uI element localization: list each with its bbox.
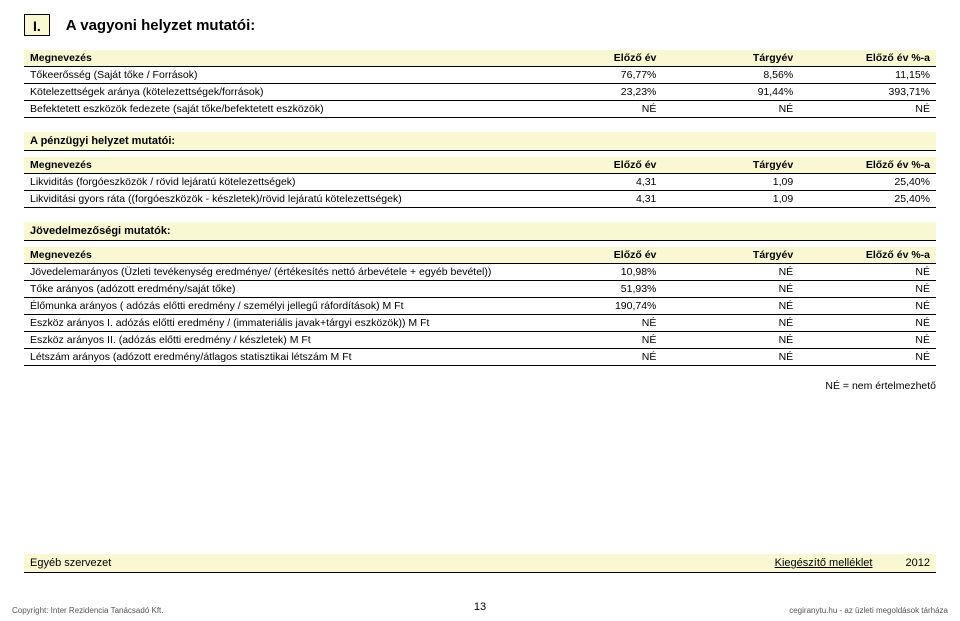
row-v2: NÉ: [662, 349, 799, 366]
row-v3: NÉ: [799, 264, 936, 281]
row-v3: 393,71%: [799, 84, 936, 101]
table-profitability-indicators: Megnevezés Előző év Tárgyév Előző év %-a…: [24, 247, 936, 366]
col-target-year: Tárgyév: [662, 247, 799, 264]
table-header-row: Megnevezés Előző év Tárgyév Előző év %-a: [24, 247, 936, 264]
section-title-text: A vagyoni helyzet mutatói:: [66, 17, 255, 34]
table-row: Jövedelemarányos (Üzleti tevékenység ere…: [24, 264, 936, 281]
table-row: Likviditási gyors ráta ((forgóeszközök -…: [24, 191, 936, 208]
col-prev-year-pct: Előző év %-a: [799, 157, 936, 174]
row-name: Tőke arányos (adózott eredmény/saját tők…: [24, 281, 526, 298]
row-v2: NÉ: [662, 315, 799, 332]
row-v1: NÉ: [526, 315, 663, 332]
row-name: Likviditás (forgóeszközök / rövid lejára…: [24, 174, 526, 191]
table-header-row: Megnevezés Előző év Tárgyév Előző év %-a: [24, 50, 936, 67]
row-v1: 51,93%: [526, 281, 663, 298]
footer-doc-title-text: Kiegészítő melléklet: [775, 557, 873, 569]
row-v2: NÉ: [662, 101, 799, 118]
row-v1: 10,98%: [526, 264, 663, 281]
table-row: Létszám arányos (adózott eredmény/átlago…: [24, 349, 936, 366]
col-target-year: Tárgyév: [662, 157, 799, 174]
document-page: I. A vagyoni helyzet mutatói: Megnevezés…: [0, 0, 960, 621]
row-v3: NÉ: [799, 315, 936, 332]
row-v2: NÉ: [662, 298, 799, 315]
row-v3: NÉ: [799, 349, 936, 366]
col-prev-year: Előző év: [526, 247, 663, 264]
row-v2: 91,44%: [662, 84, 799, 101]
section-roman-numeral: I.: [24, 14, 50, 36]
col-name: Megnevezés: [24, 157, 526, 174]
col-prev-year-pct: Előző év %-a: [799, 247, 936, 264]
row-v2: NÉ: [662, 281, 799, 298]
table-financial-indicators: Megnevezés Előző év Tárgyév Előző év %-a…: [24, 157, 936, 208]
row-v3: NÉ: [799, 101, 936, 118]
row-name: Kötelezettségek aránya (kötelezettségek/…: [24, 84, 526, 101]
row-name: Tőkeerősség (Saját tőke / Források): [24, 67, 526, 84]
row-v1: NÉ: [526, 332, 663, 349]
row-v3: NÉ: [799, 298, 936, 315]
footer-brand: cegiranytu.hu - az üzleti megoldások tár…: [789, 606, 948, 615]
row-name: Eszköz arányos I. adózás előtti eredmény…: [24, 315, 526, 332]
col-prev-year: Előző év: [526, 50, 663, 67]
row-name: Élőmunka arányos ( adózás előtti eredmén…: [24, 298, 526, 315]
section-heading-financial: A pénzügyi helyzet mutatói:: [24, 132, 936, 151]
col-prev-year-pct: Előző év %-a: [799, 50, 936, 67]
row-name: Létszám arányos (adózott eredmény/átlago…: [24, 349, 526, 366]
col-name: Megnevezés: [24, 247, 526, 264]
footer-page-number: 13: [474, 601, 486, 613]
footer-year: 2012: [876, 557, 930, 569]
row-v1: 76,77%: [526, 67, 663, 84]
row-name: Likviditási gyors ráta ((forgóeszközök -…: [24, 191, 526, 208]
footer-bar: Egyéb szervezet Kiegészítő melléklet 201…: [24, 554, 936, 573]
row-v1: 190,74%: [526, 298, 663, 315]
row-v1: 4,31: [526, 191, 663, 208]
col-prev-year: Előző év: [526, 157, 663, 174]
footer-org: Egyéb szervezet: [30, 557, 111, 569]
row-v3: 11,15%: [799, 67, 936, 84]
table-row: Likviditás (forgóeszközök / rövid lejára…: [24, 174, 936, 191]
row-v1: NÉ: [526, 101, 663, 118]
section-heading-profitability: Jövedelmezőségi mutatók:: [24, 222, 936, 241]
row-v1: 4,31: [526, 174, 663, 191]
row-v2: NÉ: [662, 332, 799, 349]
table-row: Élőmunka arányos ( adózás előtti eredmén…: [24, 298, 936, 315]
table-row: Tőke arányos (adózott eredmény/saját tők…: [24, 281, 936, 298]
legend-ne: NÉ = nem értelmezhető: [24, 380, 936, 392]
row-v2: 8,56%: [662, 67, 799, 84]
row-v2: 1,09: [662, 174, 799, 191]
row-v1: NÉ: [526, 349, 663, 366]
row-name: Befektetett eszközök fedezete (saját tők…: [24, 101, 526, 118]
row-v3: 25,40%: [799, 174, 936, 191]
table-row: Tőkeerősség (Saját tőke / Források) 76,7…: [24, 67, 936, 84]
row-name: Jövedelemarányos (Üzleti tevékenység ere…: [24, 264, 526, 281]
section-title-row: I. A vagyoni helyzet mutatói:: [24, 14, 936, 36]
footer-doc-title: Kiegészítő melléklet 2012: [775, 557, 930, 569]
row-v1: 23,23%: [526, 84, 663, 101]
row-v2: 1,09: [662, 191, 799, 208]
table-row: Eszköz arányos I. adózás előtti eredmény…: [24, 315, 936, 332]
table-row: Befektetett eszközök fedezete (saját tők…: [24, 101, 936, 118]
table-row: Kötelezettségek aránya (kötelezettségek/…: [24, 84, 936, 101]
row-v3: 25,40%: [799, 191, 936, 208]
row-name: Eszköz arányos II. (adózás előtti eredmé…: [24, 332, 526, 349]
table-asset-indicators: Megnevezés Előző év Tárgyév Előző év %-a…: [24, 50, 936, 118]
col-target-year: Tárgyév: [662, 50, 799, 67]
footer-copyright: Copyright: Inter Rezidencia Tanácsadó Kf…: [12, 606, 164, 615]
row-v3: NÉ: [799, 332, 936, 349]
row-v2: NÉ: [662, 264, 799, 281]
table-header-row: Megnevezés Előző év Tárgyév Előző év %-a: [24, 157, 936, 174]
table-row: Eszköz arányos II. (adózás előtti eredmé…: [24, 332, 936, 349]
row-v3: NÉ: [799, 281, 936, 298]
col-name: Megnevezés: [24, 50, 526, 67]
